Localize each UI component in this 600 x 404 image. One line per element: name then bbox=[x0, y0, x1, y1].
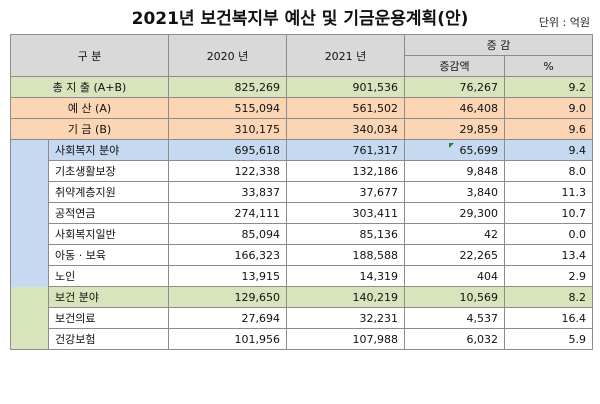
row-label: 보건 분야 bbox=[48, 286, 169, 308]
value-2021: 37,677 bbox=[286, 181, 405, 203]
table-row-budget: 예 산 (A) 515,094 561,502 46,408 9.0 bbox=[10, 97, 593, 119]
value-pct: 8.2 bbox=[504, 286, 593, 308]
row-label: 공적연금 bbox=[48, 202, 169, 224]
value-diff: 42 bbox=[404, 223, 505, 245]
value-2020: 129,650 bbox=[168, 286, 287, 308]
header-change-amount: 증감액 bbox=[404, 55, 505, 77]
value-pct: 0.0 bbox=[504, 223, 593, 245]
value-2021: 901,536 bbox=[286, 76, 405, 98]
value-diff: 29,300 bbox=[404, 202, 505, 224]
value-2021: 188,588 bbox=[286, 244, 405, 266]
value-2020: 85,094 bbox=[168, 223, 287, 245]
value-diff: 4,537 bbox=[404, 307, 505, 329]
table-row-welfare: 사회복지 분야 695,618 761,317 65,699 9.4 bbox=[10, 139, 593, 287]
value-pct: 2.9 bbox=[504, 265, 593, 287]
value-2020: 274,111 bbox=[168, 202, 287, 224]
value-2021: 140,219 bbox=[286, 286, 405, 308]
value-pct: 10.7 bbox=[504, 202, 593, 224]
value-pct: 9.2 bbox=[504, 76, 593, 98]
table-row-total: 총 지 출 (A+B) 825,269 901,536 76,267 9.2 bbox=[10, 76, 593, 98]
value-2020: 13,915 bbox=[168, 265, 287, 287]
value-2021: 340,034 bbox=[286, 118, 405, 140]
value-diff: 6,032 bbox=[404, 328, 505, 350]
value-pct: 9.4 bbox=[504, 139, 593, 161]
row-label: 사회복지 분야 bbox=[48, 139, 169, 161]
value-2021: 85,136 bbox=[286, 223, 405, 245]
value-diff: 29,859 bbox=[404, 118, 505, 140]
header-change: 증 감 bbox=[404, 34, 593, 56]
value-diff: 22,265 bbox=[404, 244, 505, 266]
health-side-band bbox=[10, 286, 49, 350]
value-pct: 9.6 bbox=[504, 118, 593, 140]
value-2020: 27,694 bbox=[168, 307, 287, 329]
value-pct: 11.3 bbox=[504, 181, 593, 203]
row-label: 예 산 (A) bbox=[10, 97, 169, 119]
table-row: 건강보험 101,956 107,988 6,032 5.9 bbox=[11, 328, 593, 350]
value-2021: 32,231 bbox=[286, 307, 405, 329]
value-2020: 825,269 bbox=[168, 76, 287, 98]
table-row: 사회복지일반 85,094 85,136 42 0.0 bbox=[11, 223, 593, 245]
value-diff: 3,840 bbox=[404, 181, 505, 203]
row-label: 총 지 출 (A+B) bbox=[10, 76, 169, 98]
value-pct: 5.9 bbox=[504, 328, 593, 350]
table-row: 취약계층지원 33,837 37,677 3,840 11.3 bbox=[11, 181, 593, 203]
row-label: 건강보험 bbox=[48, 328, 169, 350]
unit-label: 단위 : 억원 bbox=[538, 16, 590, 29]
table-row: 기초생활보장 122,338 132,186 9,848 8.0 bbox=[11, 160, 593, 182]
value-2020: 515,094 bbox=[168, 97, 287, 119]
value-2020: 695,618 bbox=[168, 139, 287, 161]
header-2021: 2021 년 bbox=[286, 34, 405, 77]
row-label: 사회복지일반 bbox=[48, 223, 169, 245]
header-2020: 2020 년 bbox=[168, 34, 287, 77]
row-label: 기 금 (B) bbox=[10, 118, 169, 140]
value-2021: 107,988 bbox=[286, 328, 405, 350]
value-diff: 404 bbox=[404, 265, 505, 287]
value-pct: 13.4 bbox=[504, 244, 593, 266]
value-2021: 132,186 bbox=[286, 160, 405, 182]
value-pct: 9.0 bbox=[504, 97, 593, 119]
table-row: 보건의료 27,694 32,231 4,537 16.4 bbox=[11, 307, 593, 329]
value-2020: 101,956 bbox=[168, 328, 287, 350]
value-diff: 46,408 bbox=[404, 97, 505, 119]
table-row: 공적연금 274,111 303,411 29,300 10.7 bbox=[11, 202, 593, 224]
header-row-2: 증감액 % bbox=[11, 55, 593, 77]
value-pct: 8.0 bbox=[504, 160, 593, 182]
header-change-pct: % bbox=[504, 55, 593, 77]
row-label: 보건의료 bbox=[48, 307, 169, 329]
value-diff-text: 65,699 bbox=[459, 143, 499, 157]
value-2020: 122,338 bbox=[168, 160, 287, 182]
value-diff: 76,267 bbox=[404, 76, 505, 98]
row-label: 취약계층지원 bbox=[48, 181, 169, 203]
budget-table: 구 분 2020 년 2021 년 증 감 증감액 % 총 지 출 (A+B) … bbox=[10, 34, 593, 350]
value-2021: 561,502 bbox=[286, 97, 405, 119]
table-row-fund: 기 금 (B) 310,175 340,034 29,859 9.6 bbox=[10, 118, 593, 140]
value-2020: 166,323 bbox=[168, 244, 287, 266]
table-row: 아동 · 보육 166,323 188,588 22,265 13.4 bbox=[11, 244, 593, 266]
table-row: 노인 13,915 14,319 404 2.9 bbox=[11, 265, 593, 287]
welfare-side-band bbox=[10, 139, 49, 287]
row-label: 기초생활보장 bbox=[48, 160, 169, 182]
value-2020: 310,175 bbox=[168, 118, 287, 140]
value-2021: 303,411 bbox=[286, 202, 405, 224]
value-2020: 33,837 bbox=[168, 181, 287, 203]
header-category: 구 분 bbox=[10, 34, 169, 77]
page-title: 2021년 보건복지부 예산 및 기금운용계획(안) bbox=[131, 9, 469, 29]
value-pct: 16.4 bbox=[504, 307, 593, 329]
value-2021: 14,319 bbox=[286, 265, 405, 287]
row-label: 노인 bbox=[48, 265, 169, 287]
row-label: 아동 · 보육 bbox=[48, 244, 169, 266]
value-2021: 761,317 bbox=[286, 139, 405, 161]
value-diff: 65,699 bbox=[404, 139, 505, 161]
cell-comment-marker bbox=[448, 142, 454, 148]
header-row-1: 구 분 2020 년 2021 년 증 감 bbox=[10, 34, 593, 77]
table-row-health: 보건 분야 129,650 140,219 10,569 8.2 bbox=[10, 286, 593, 350]
value-diff: 10,569 bbox=[404, 286, 505, 308]
value-diff: 9,848 bbox=[404, 160, 505, 182]
